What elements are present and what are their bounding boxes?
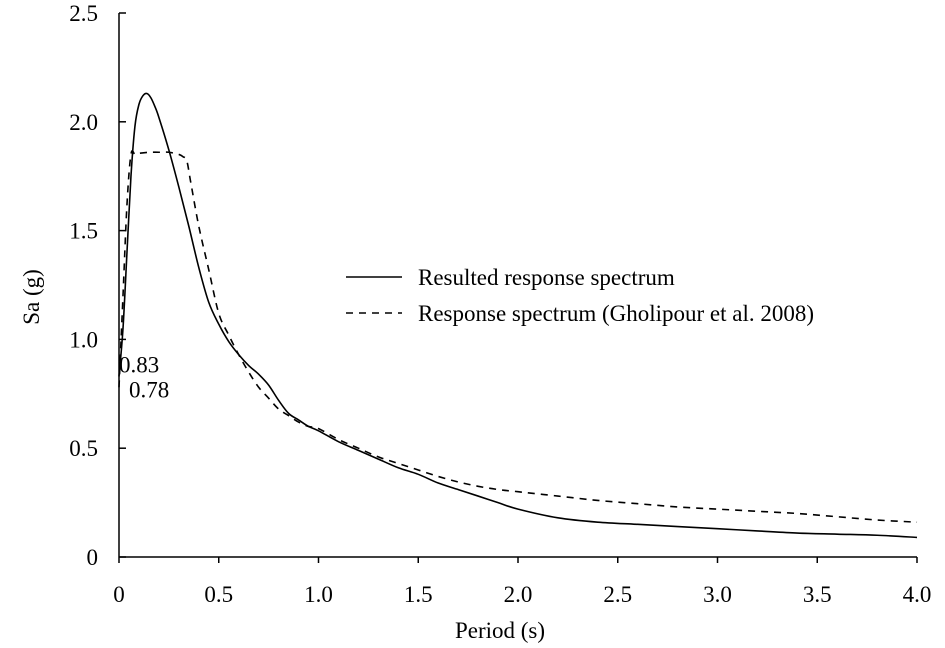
series-line-resulted bbox=[118, 92, 918, 539]
y-tick-label: 0 bbox=[87, 545, 99, 570]
annotation-label: 0.83 bbox=[119, 352, 159, 377]
x-tick-label: 1.5 bbox=[404, 582, 433, 607]
x-tick-label: 2.0 bbox=[504, 582, 533, 607]
x-tick-label: 3.0 bbox=[703, 582, 732, 607]
annotation-layer: 0.830.78 bbox=[119, 352, 169, 402]
x-tick-label: 0 bbox=[113, 582, 125, 607]
y-tick-label: 1.5 bbox=[69, 219, 98, 244]
x-tick-label: 4.0 bbox=[903, 582, 932, 607]
plot-area: 0 0.5 1.0 1.5 2.0 2.5 3.0 3.5 4.0 0 0.5 1.0 1.5 2.0 2… bbox=[69, 1, 931, 607]
x-tick-label: 3.5 bbox=[803, 582, 832, 607]
y-tick-label: 0.5 bbox=[69, 436, 98, 461]
y-axis-title: Sa (g) bbox=[19, 269, 44, 325]
x-axis-ticks: 0 0.5 1.0 1.5 2.0 2.5 3.0 3.5 4.0 bbox=[113, 557, 931, 607]
y-tick-label: 2.5 bbox=[69, 1, 98, 26]
x-tick-label: 2.5 bbox=[603, 582, 632, 607]
y-axis-ticks: 0 0.5 1.0 1.5 2.0 2.5 bbox=[69, 1, 126, 570]
y-tick-label: 1.0 bbox=[69, 327, 98, 352]
series-line-gholipour bbox=[118, 150, 918, 523]
y-tick-label: 2.0 bbox=[69, 110, 98, 135]
x-tick-label: 0.5 bbox=[204, 582, 233, 607]
legend-label-gholipour: Response spectrum (Gholipour et al. 2008… bbox=[418, 301, 814, 326]
annotation-label: 0.78 bbox=[129, 377, 169, 402]
legend: Resulted response spectrum Response spec… bbox=[346, 265, 814, 326]
x-tick-label: 1.0 bbox=[304, 582, 333, 607]
series-layer bbox=[118, 92, 918, 539]
legend-label-resulted: Resulted response spectrum bbox=[418, 265, 675, 290]
x-axis-title: Period (s) bbox=[455, 618, 545, 643]
